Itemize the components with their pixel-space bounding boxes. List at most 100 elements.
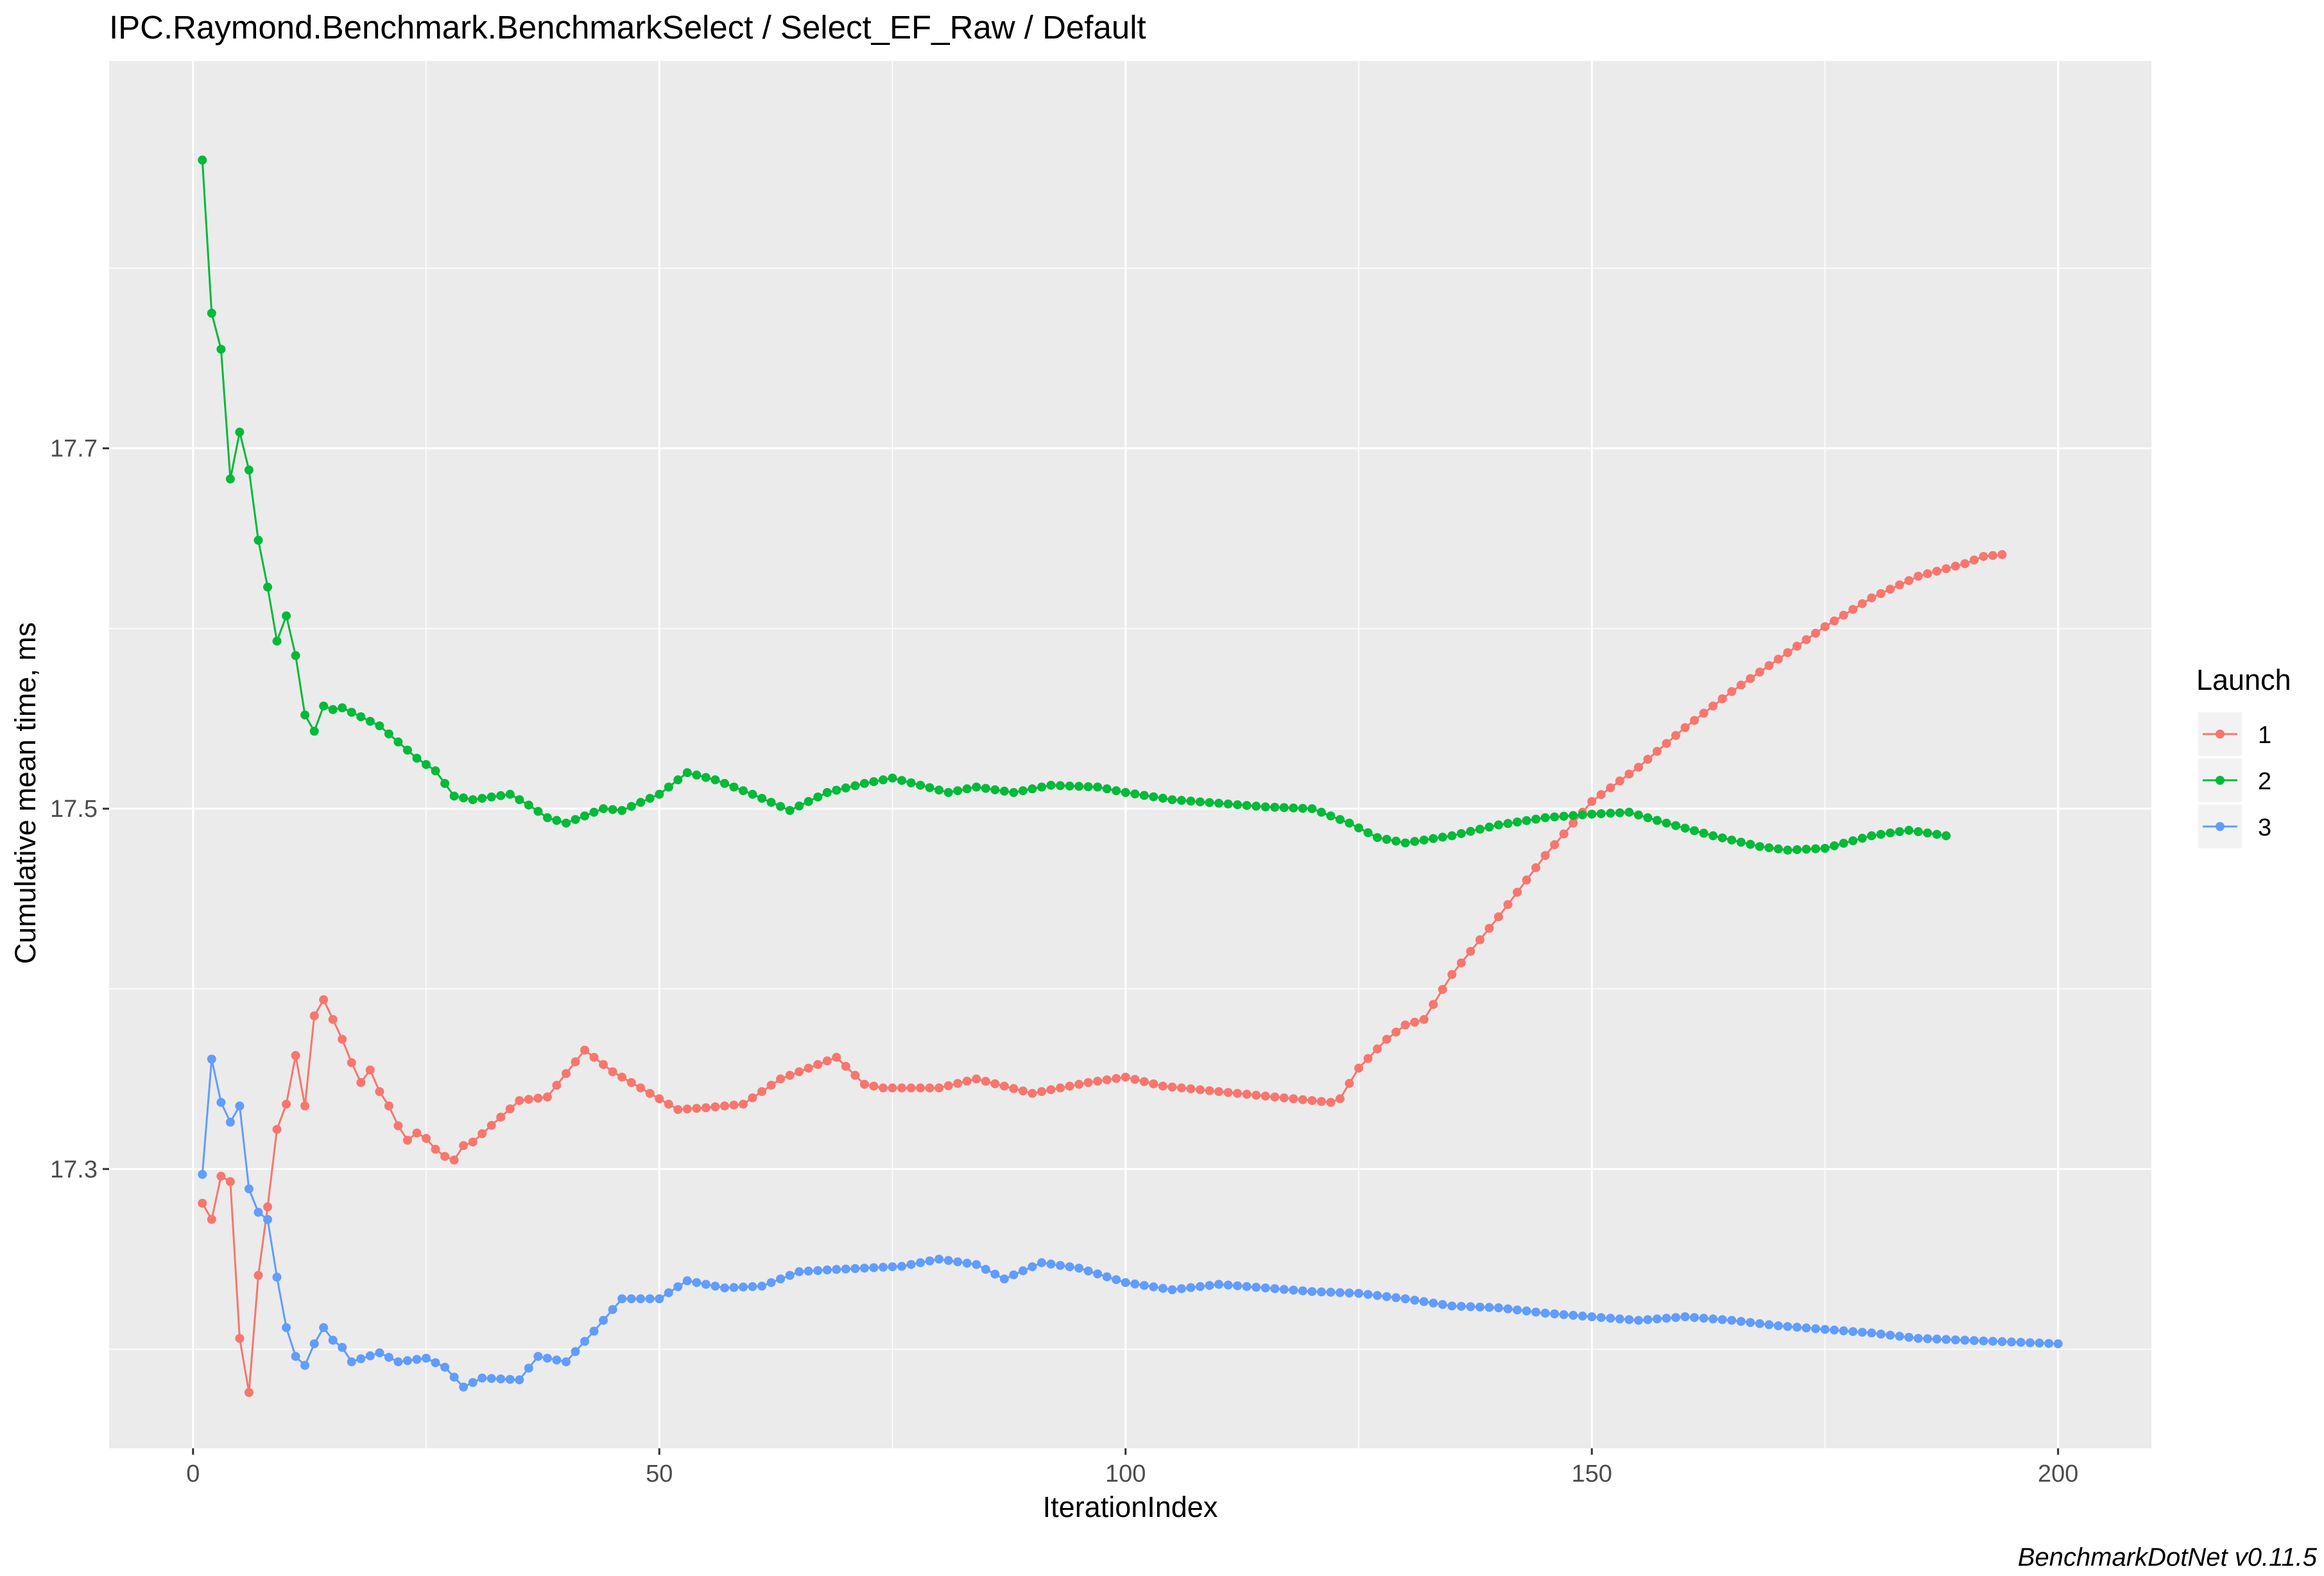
data-point (701, 1103, 710, 1113)
data-point (1056, 1261, 1065, 1270)
data-point (1176, 796, 1186, 805)
data-point (478, 794, 487, 803)
data-point (1820, 1324, 1830, 1334)
data-point (766, 1278, 776, 1287)
data-point (1223, 799, 1233, 809)
data-point (1410, 1296, 1420, 1305)
data-point (459, 1141, 469, 1151)
data-point (1102, 1075, 1112, 1084)
data-point (580, 1337, 589, 1346)
data-point (1475, 825, 1485, 834)
data-point (496, 791, 506, 800)
x-tick-label: 100 (1105, 1460, 1146, 1487)
data-point (636, 798, 646, 807)
data-point (225, 474, 235, 484)
data-point (1717, 833, 1727, 843)
data-point (1578, 1311, 1587, 1321)
data-point (422, 760, 431, 769)
data-point (1830, 1325, 1839, 1335)
data-point (1997, 550, 2007, 560)
data-point (813, 792, 823, 801)
data-point (804, 1266, 813, 1276)
data-point (1848, 836, 1858, 846)
data-point (1345, 1289, 1354, 1298)
data-point (1009, 788, 1019, 797)
data-point (710, 1102, 720, 1111)
data-point (1242, 801, 1252, 810)
data-point (1493, 1303, 1503, 1312)
data-point (1289, 803, 1298, 813)
data-point (505, 1375, 515, 1384)
data-point (1074, 1263, 1084, 1273)
data-point (1773, 1321, 1783, 1331)
data-point (1876, 589, 1886, 598)
data-point (1550, 1309, 1560, 1319)
y-tick-label: 17.3 (50, 1156, 98, 1183)
data-point (505, 1104, 515, 1113)
data-point (673, 1282, 683, 1292)
data-point (1886, 1330, 1895, 1340)
data-point (552, 1081, 562, 1090)
data-point (207, 309, 216, 318)
data-point (748, 1093, 757, 1102)
data-point (1540, 1308, 1550, 1318)
data-point (486, 1374, 496, 1383)
data-point (1121, 1278, 1130, 1287)
series-1 (198, 550, 2007, 1397)
data-point (655, 1094, 664, 1104)
data-point (1456, 958, 1466, 968)
grid-minor (109, 61, 2151, 1448)
data-point (636, 1294, 646, 1303)
data-point (1158, 793, 1167, 803)
data-point (309, 1011, 319, 1021)
data-point (1839, 610, 1848, 620)
data-point (1867, 831, 1877, 841)
data-point (1419, 1297, 1429, 1306)
data-point (1773, 844, 1783, 853)
data-point (365, 1065, 375, 1075)
data-point (906, 1260, 916, 1269)
data-point (1400, 838, 1410, 848)
data-point (1690, 826, 1699, 835)
data-point (244, 1184, 254, 1194)
data-point (850, 781, 860, 791)
data-point (1196, 1085, 1205, 1095)
data-point (1252, 1283, 1261, 1292)
data-point (1196, 1281, 1205, 1291)
data-point (431, 766, 440, 776)
data-point (739, 1282, 748, 1292)
data-point (1354, 1063, 1363, 1073)
data-point (1335, 1288, 1345, 1298)
data-point (1400, 1294, 1410, 1303)
data-point (1941, 564, 1951, 574)
data-point (1130, 789, 1140, 799)
data-point (562, 1069, 571, 1078)
data-point (1717, 1315, 1727, 1324)
data-point (1820, 622, 1830, 631)
data-point (422, 1353, 431, 1363)
data-point (1680, 1312, 1690, 1321)
data-point (1783, 845, 1793, 855)
legend-label: 2 (2258, 768, 2271, 795)
data-point (272, 1125, 282, 1134)
data-point (2035, 1339, 2044, 1348)
data-point (1895, 580, 1904, 590)
data-point (1466, 827, 1476, 836)
data-point (1559, 829, 1569, 839)
data-point (254, 535, 263, 545)
data-point (580, 811, 589, 821)
series-3 (198, 1054, 2063, 1392)
data-point (356, 712, 366, 721)
data-point (720, 1283, 729, 1293)
data-point (1419, 1015, 1429, 1024)
data-point (608, 1305, 617, 1314)
data-point (832, 1265, 841, 1274)
data-point (1690, 1313, 1699, 1323)
data-point (1279, 1285, 1289, 1294)
data-point (1149, 1079, 1158, 1089)
data-point (1531, 863, 1540, 873)
x-tick-label: 0 (186, 1460, 200, 1487)
data-point (1419, 835, 1429, 845)
data-point (533, 1093, 543, 1103)
data-point (1540, 813, 1550, 823)
